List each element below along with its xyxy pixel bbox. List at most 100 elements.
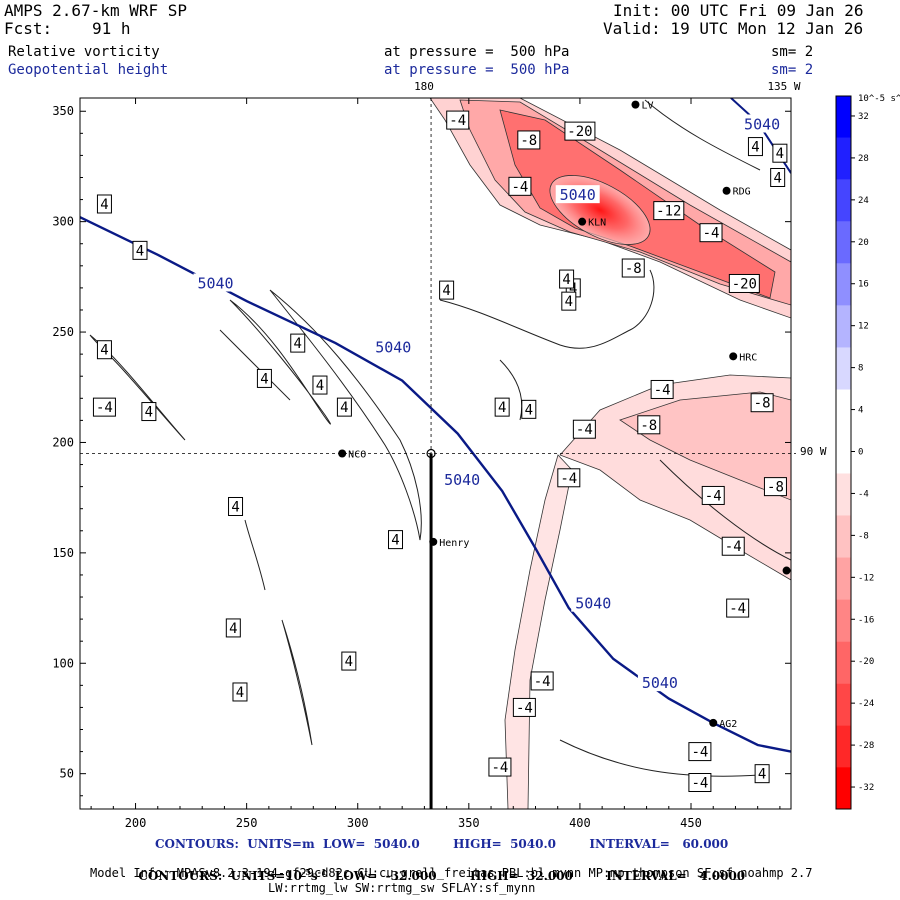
height-contour-label: 5040 [575,595,611,613]
pos-vort-contour-1 [229,299,331,425]
vorticity-label-box [750,393,774,413]
vorticity-label-box [92,397,116,417]
field2-name: Geopotential height [8,62,169,78]
colorbar-segment [836,179,851,222]
colorbar-tick-label: 32 [858,112,869,122]
height-contour-5040 [80,216,791,753]
colorbar-tick-label: -20 [858,657,874,667]
station-marker [631,100,640,109]
vorticity-label-box [508,176,532,196]
footer-vort-part-c: LOW= -32.000 HIGH= 32.000 INTERVAL= 4.00… [326,869,746,883]
footer-model-info-2: LW:rrtmg_lw SW:rrtmg_sw SFLAY:sf_mynn [268,881,536,895]
colorbar-segment [836,96,851,138]
x-tick-label: 250 [236,816,258,830]
vorticity-label-box [721,536,745,556]
vorticity-label: -4 [691,745,708,761]
colorbar-segment [836,305,851,348]
vorticity-label-box [561,291,577,311]
footer-vort-part-b: s [310,869,318,883]
colorbar-tick-label: -16 [858,615,874,625]
footer-model-info: Model Info: MPASv8.2.3-194-gf29cd82c CU:… [90,866,813,880]
vorticity-label-box [770,167,786,187]
vorticity-label-box [141,402,157,422]
neg-vort-east-inner [619,391,791,501]
colorbar-segment [836,683,851,726]
pos-vort-contour-8 [499,359,523,421]
vorticity-label: -4 [560,471,577,487]
station-label: AG2 [719,719,737,730]
vorticity-label-box [637,415,661,435]
field2-level: at pressure = 500 hPa [384,62,570,78]
forecast-label: Fcst: [4,19,53,38]
vorticity-label: -4 [691,776,708,792]
vorticity-label: -4 [512,179,529,195]
pos-vort-contour-4 [219,329,291,401]
colorbar-tick-label: -24 [858,699,874,709]
pos-vort-contour-5 [244,519,266,591]
height-label-bg [193,273,238,292]
vorticity-label-box [494,397,510,417]
lon-90w-label: 90 W [800,445,827,458]
colorbar-units: 10^-5 s^-1 [858,94,900,104]
colorbar-segment [836,473,851,516]
y-tick-label: 350 [52,104,74,118]
vorticity-label: -4 [492,760,509,776]
vorticity-label-box [747,137,763,157]
y-tick-label: 50 [60,767,74,781]
vorticity-label: -4 [729,601,746,617]
vorticity-label-box [653,201,685,221]
height-contour-label: 5040 [560,186,596,204]
x-tick-label: 200 [125,816,147,830]
footer-vort-exp1: -5 [302,867,311,877]
vorticity-label-box [559,269,575,289]
vorticity-label-box [488,757,512,777]
colorbar-segment [836,221,851,264]
height-contour-label: 5040 [744,115,780,133]
station-marker [338,449,347,458]
colorbar-segment [836,599,851,642]
station-marker [709,718,718,727]
lon-135w-label: 135 W [767,80,800,93]
pos-vort-contour-11 [659,459,791,561]
vorticity-label-box [341,651,357,671]
colorbar-tick-label: 4 [858,406,863,416]
vorticity-label-box [517,130,541,150]
pos-vort-contour-6 [281,619,313,746]
y-tick-label: 300 [52,215,74,229]
height-label-bg [740,114,785,133]
colorbar-segment [836,767,851,809]
x-tick-label: 300 [347,816,369,830]
station-label: NCO [348,450,366,461]
height-label-bg [571,593,616,612]
vorticity-label-box [728,273,760,293]
footer-contours-height: CONTOURS: UNITS=m LOW= 5040.0 HIGH= 5040… [155,837,729,851]
vorticity-label-box [96,340,112,360]
colorbar-segment [836,515,851,558]
vorticity-label: 4 [136,243,144,259]
station-marker [722,186,731,195]
colorbar-tick-label: 24 [858,196,869,206]
vorticity-label-box [701,485,725,505]
vorticity-label: -4 [705,488,722,504]
colorbar-tick-label: 20 [858,238,869,248]
vorticity-label: -8 [767,480,784,496]
forecast-hour: 91 h [92,19,131,38]
vorticity-label: -4 [576,422,593,438]
vorticity-label: -8 [625,261,642,277]
colorbar-segment [836,389,851,432]
colorbar-segment [836,137,851,180]
station-marker [729,352,738,361]
y-tick-label: 150 [52,546,74,560]
colorbar-frame [835,95,852,810]
vorticity-label: -20 [732,276,757,292]
colorbar-segment [836,725,851,768]
colorbar-segment [836,263,851,306]
vorticity-label: 4 [100,197,108,213]
vorticity-label: 4 [229,621,237,637]
vorticity-label-box [557,468,581,488]
vorticity-label: 4 [758,767,766,783]
station-marker [782,566,791,575]
lon-180-label: 180 [414,80,434,93]
pos-vort-contour-2 [269,289,422,541]
